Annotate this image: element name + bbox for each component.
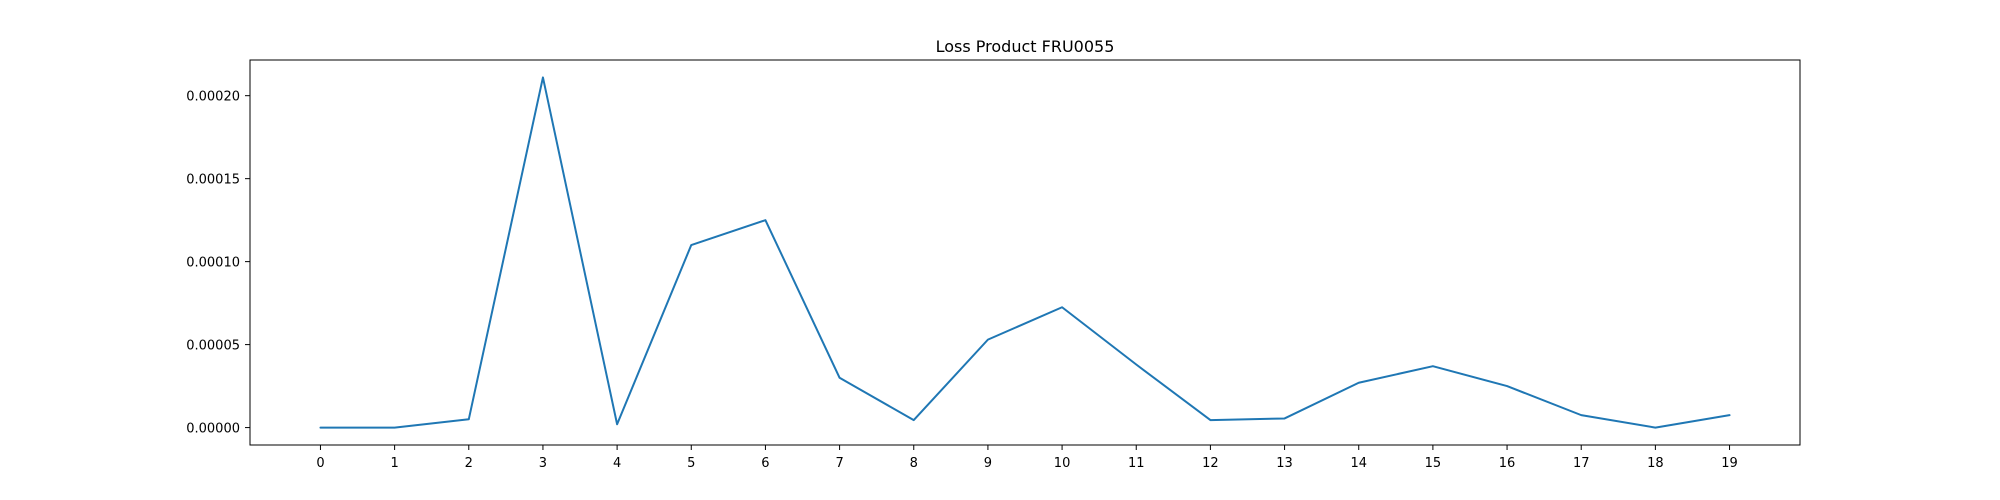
x-tick-label: 15 — [1425, 456, 1442, 471]
x-tick-label: 4 — [613, 456, 621, 471]
y-tick-label: 0.00015 — [186, 173, 240, 188]
x-tick-label: 8 — [910, 456, 918, 471]
x-tick-label: 17 — [1573, 456, 1590, 471]
x-tick-label: 19 — [1721, 456, 1738, 471]
series-line — [319, 76, 1731, 429]
plot-series — [319, 76, 1731, 429]
y-axis: 0.00000 0.00005 0.00010 0.00015 0.00020 — [186, 90, 250, 437]
x-tick-label: 14 — [1350, 456, 1367, 471]
x-tick-label: 5 — [687, 456, 695, 471]
x-tick-label: 6 — [761, 456, 769, 471]
x-tick-label: 16 — [1499, 456, 1516, 471]
x-tick-label: 12 — [1202, 456, 1219, 471]
x-tick-label: 2 — [465, 456, 473, 471]
x-tick-label: 13 — [1276, 456, 1293, 471]
x-tick-label: 3 — [539, 456, 547, 471]
x-tick-label: 1 — [390, 456, 398, 471]
y-tick-label: 0.00010 — [186, 256, 240, 271]
x-tick-label: 18 — [1647, 456, 1664, 471]
y-tick-label: 0.00020 — [186, 90, 240, 105]
y-tick-label: 0.00000 — [186, 422, 240, 437]
x-tick-label: 11 — [1128, 456, 1145, 471]
plot-frame — [249, 59, 1801, 446]
chart-title: Loss Product FRU0055 — [936, 37, 1115, 56]
y-tick-label: 0.00005 — [186, 339, 240, 354]
x-axis: 0 1 2 3 4 5 6 7 8 9 10 11 12 13 14 15 16 17 18 19 — [316, 445, 1738, 471]
x-tick-label: 9 — [984, 456, 992, 471]
x-tick-label: 10 — [1054, 456, 1071, 471]
x-tick-label: 7 — [835, 456, 843, 471]
x-tick-label: 0 — [316, 456, 324, 471]
